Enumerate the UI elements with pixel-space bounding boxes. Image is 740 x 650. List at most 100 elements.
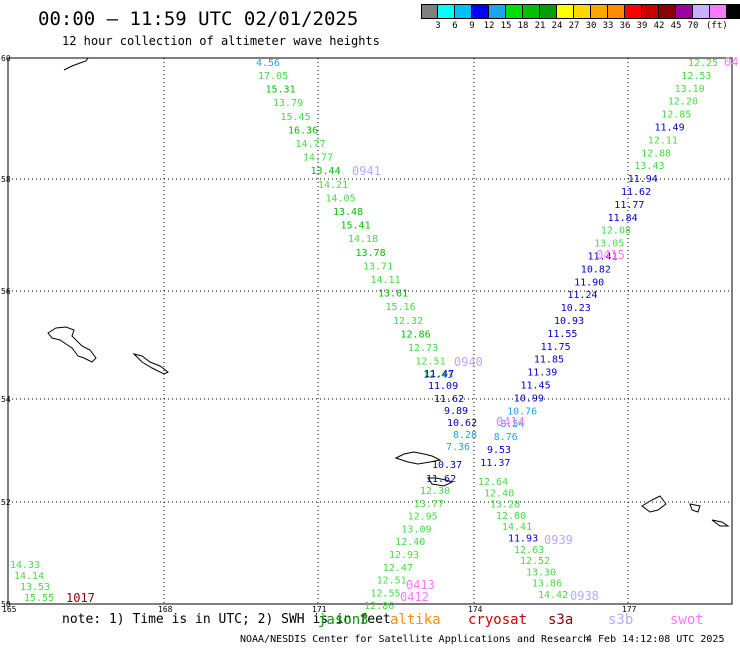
wave-height-value: 11.75: [541, 342, 571, 353]
wave-height-value: 14.42: [538, 590, 568, 601]
wave-height-value: 16.36: [288, 125, 318, 136]
wave-height-value: 11.62: [621, 187, 651, 198]
wave-height-value: 13.79: [273, 98, 303, 109]
color-swatch: [693, 4, 710, 19]
wave-height-value: 12.55: [370, 588, 400, 599]
wave-height-value: 15.45: [281, 112, 311, 123]
latitude-label: 54: [1, 395, 11, 404]
pass-id-label: 0941: [352, 164, 381, 178]
latitude-label: 52: [1, 498, 11, 507]
wave-height-value: 14.18: [348, 234, 378, 245]
longitude-label: 171: [312, 605, 327, 614]
color-swatch: [557, 4, 574, 19]
island-east: [641, 495, 667, 513]
wave-height-value: 13.10: [675, 84, 705, 95]
latitude-labels: 60 58 56 54 52 50: [1, 54, 11, 609]
wave-height-value: 13.61: [378, 289, 408, 300]
color-swatch: [438, 4, 455, 19]
latitude-label: 50: [1, 600, 11, 609]
wave-height-value: 13.71: [363, 261, 393, 272]
wave-height-value: 13.43: [634, 161, 664, 172]
longitude-label: 177: [622, 605, 637, 614]
wave-height-value: 13.28: [490, 500, 520, 511]
color-scale-tick: 24: [551, 21, 563, 31]
longitude-labels: 165 168 171 174 177: [2, 605, 637, 614]
wave-height-value: 12.30: [420, 486, 450, 497]
color-scale-tick: 3: [435, 21, 441, 31]
color-scale-tick: 33: [602, 21, 614, 31]
wave-height-value: 12.86: [401, 329, 431, 340]
pass-id-label: 0415: [596, 248, 625, 262]
wave-height-value: 7.36: [446, 442, 470, 453]
pass-id-label: 04: [724, 55, 738, 69]
color-swatch: [506, 4, 523, 19]
wave-height-value: 11.49: [655, 123, 685, 134]
satellite-tracks: 4.56 17.05 15.31 13.79 15.45 16.36 14.77 14.77 1…: [10, 55, 738, 612]
color-scale-tick: 18: [517, 21, 529, 31]
pass-id-label: 0938: [570, 589, 599, 603]
wave-height-value: 12.32: [393, 316, 423, 327]
longitude-label: 174: [468, 605, 483, 614]
island-east-b: [689, 503, 701, 513]
graticule: [8, 58, 732, 604]
wave-height-value: 11.94: [628, 174, 658, 185]
wave-height-value: 12.51: [416, 357, 446, 368]
wave-height-value: 10.37: [432, 460, 462, 471]
color-scale-tick: 45: [670, 21, 682, 31]
color-swatch: [472, 4, 489, 19]
wave-height-value: 11.55: [547, 329, 577, 340]
wave-height-value: 12.43: [423, 370, 453, 381]
color-scale-tick: 27: [568, 21, 580, 31]
island-attu: [47, 326, 97, 363]
wave-height-value: 8.54: [500, 419, 524, 430]
wave-height-value: 13.86: [532, 579, 562, 590]
longitude-label: 165: [2, 605, 17, 614]
island-east-c: [711, 519, 730, 527]
wave-height-value: 12.63: [514, 545, 544, 556]
page-subtitle: 12 hour collection of altimeter wave hei…: [62, 34, 380, 48]
wave-height-value: 12.88: [641, 148, 671, 159]
wave-height-value: 15.16: [386, 302, 416, 313]
color-scale-tick: 6: [452, 21, 458, 31]
wave-height-value: 13.48: [333, 207, 363, 218]
units-note: note: 1) Time is in UTC; 2) SWH is in fe…: [62, 612, 391, 627]
pass-id-label: 0414: [496, 415, 525, 429]
color-swatch: [642, 4, 659, 19]
wave-height-value: 12.53: [681, 71, 711, 82]
wave-height-value: 12.85: [661, 110, 691, 121]
color-scale-tick: 12: [483, 21, 495, 31]
color-scale-tick: 21: [534, 21, 546, 31]
wave-height-value: 10.82: [581, 264, 611, 275]
color-scale-tick: 15: [500, 21, 512, 31]
wave-height-value: 14.33: [10, 560, 40, 571]
wave-height-value: 9.89: [444, 406, 468, 417]
wave-height-value: 14.14: [14, 571, 44, 582]
wave-height-value: 12.20: [668, 97, 698, 108]
wave-height-value: 14.77: [296, 139, 326, 150]
wave-height-value: 13.77: [414, 499, 444, 510]
wave-height-value: 9.53: [487, 445, 511, 456]
color-scale-tick: 42: [653, 21, 665, 31]
wave-height-value: 17.05: [258, 71, 288, 82]
color-swatch: [625, 4, 642, 19]
color-scale-unit: (ft): [706, 21, 728, 31]
wave-height-value: 13.44: [311, 166, 341, 177]
wave-height-value: 15.31: [266, 85, 296, 96]
color-swatch: [421, 4, 438, 19]
wave-height-value: 11.45: [521, 381, 551, 392]
wave-height-value: 13.78: [356, 248, 386, 259]
wave-height-value: 4.56: [256, 58, 280, 69]
wave-height-value: 12.51: [377, 576, 407, 587]
color-swatch: [523, 4, 540, 19]
wave-height-value: 13.30: [526, 567, 556, 578]
latitude-label: 56: [1, 287, 11, 296]
wave-height-value: 10.99: [514, 393, 544, 404]
pass-id-label: 0940: [454, 355, 483, 369]
wave-height-value: 11.84: [608, 213, 638, 224]
wave-height-value: 11.09: [428, 381, 458, 392]
island-agattu: [132, 353, 169, 375]
color-swatch: [710, 4, 727, 19]
legend-altika: altika: [390, 612, 441, 628]
color-swatch: [727, 4, 740, 19]
